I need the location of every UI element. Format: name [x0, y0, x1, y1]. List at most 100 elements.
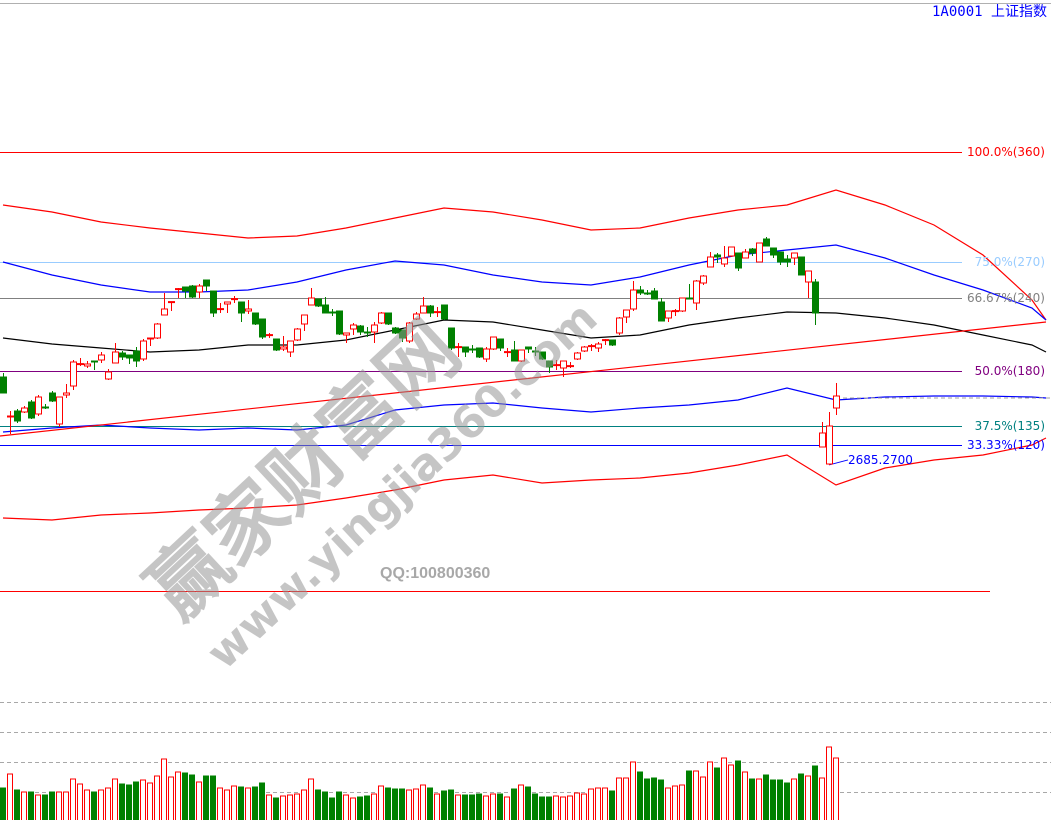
- volume-bar-down: [357, 796, 363, 820]
- lower-envelope-line: [2, 437, 1047, 521]
- volume-bar-down: [336, 791, 342, 820]
- volume-bar-down: [392, 788, 398, 820]
- candle-up: [665, 310, 672, 319]
- candle-up: [175, 288, 182, 291]
- candle-up: [371, 324, 378, 333]
- candle-up: [434, 311, 441, 314]
- volume-bar-up: [434, 793, 440, 820]
- volume-bar-down: [448, 789, 454, 820]
- level-label: 100.0%(360): [966, 145, 1045, 159]
- candle-up: [161, 308, 168, 316]
- volume-bar-up: [217, 787, 223, 820]
- volume-bar-up: [833, 757, 839, 820]
- candle-up: [455, 346, 462, 349]
- candle-down: [238, 301, 245, 314]
- candle-up: [707, 256, 714, 268]
- candle-down: [189, 285, 196, 298]
- candle-up: [266, 334, 273, 337]
- candle-up: [308, 297, 315, 306]
- volume-bar-up: [378, 785, 384, 820]
- candle-down: [357, 325, 364, 333]
- volume-bars[interactable]: [0, 746, 839, 820]
- candle-down: [259, 318, 266, 338]
- candle-down: [511, 349, 518, 362]
- volume-bar-down: [539, 796, 545, 820]
- candle-up: [518, 349, 525, 362]
- candle-up: [567, 365, 574, 368]
- candle-up: [560, 360, 567, 369]
- candle-up: [833, 395, 840, 409]
- volume-bar-down: [49, 791, 55, 820]
- volume-bar-down: [273, 797, 279, 820]
- volume-bar-down: [203, 775, 209, 820]
- candle-up: [742, 251, 749, 259]
- volume-bar-down: [462, 794, 468, 820]
- volume-bar-up: [294, 793, 300, 820]
- volume-bar-up: [154, 775, 160, 820]
- volume-bar-down: [28, 791, 34, 820]
- volume-bar-up: [287, 794, 293, 820]
- candle-up: [581, 346, 588, 352]
- candle-down: [252, 312, 259, 325]
- volume-bar-down: [133, 781, 139, 820]
- candle-down: [644, 292, 651, 295]
- volume-bar-down: [42, 794, 48, 820]
- volume-bar-up: [728, 764, 734, 820]
- candle-up: [574, 352, 581, 360]
- candle-down: [28, 401, 35, 419]
- candle-down: [315, 298, 322, 307]
- volume-bar-down: [238, 786, 244, 820]
- volume-bar-up: [483, 795, 489, 820]
- volume-bar-up: [693, 770, 699, 820]
- candle-down: [469, 348, 476, 351]
- candle-up: [56, 396, 63, 425]
- candle-down: [14, 410, 21, 422]
- volume-bar-up: [595, 787, 601, 820]
- volume-bar-up: [567, 795, 573, 820]
- candle-up: [483, 348, 490, 360]
- volume-bar-up: [147, 782, 153, 820]
- volume-bar-up: [805, 775, 811, 820]
- volume-bar-down: [749, 778, 755, 820]
- candle-up: [105, 371, 112, 380]
- volume-bar-up: [574, 792, 580, 820]
- candlesticks[interactable]: [0, 237, 840, 465]
- volume-bar-up: [56, 791, 62, 820]
- candle-up: [343, 332, 350, 336]
- volume-bar-up: [161, 758, 167, 820]
- volume-bar-up: [490, 793, 496, 820]
- volume-bar-up: [77, 783, 83, 820]
- volume-bar-down: [385, 787, 391, 820]
- candle-down: [441, 304, 448, 320]
- volume-bar-down: [252, 786, 258, 820]
- level-label: 33.33%(120): [966, 438, 1045, 452]
- candle-up: [791, 252, 798, 259]
- candle-down: [427, 305, 434, 314]
- candle-up: [154, 323, 161, 339]
- candle-down: [532, 350, 539, 353]
- candle-up: [504, 351, 511, 354]
- volume-bar-up: [623, 777, 629, 820]
- volume-bar-down: [784, 782, 790, 820]
- volume-bar-down: [322, 791, 328, 820]
- volume-bar-up: [21, 791, 27, 820]
- volume-bar-up: [560, 796, 566, 820]
- volume-bar-down: [469, 794, 475, 820]
- candle-down: [637, 289, 644, 294]
- volume-bar-down: [399, 788, 405, 820]
- volume-bar-down: [770, 779, 776, 820]
- candle-up: [301, 314, 308, 325]
- volume-bar-down: [14, 789, 20, 820]
- candle-up: [693, 280, 700, 304]
- candle-up: [294, 328, 301, 341]
- candle-down: [133, 350, 140, 362]
- volume-bar-up: [616, 777, 622, 820]
- upper-band-line: [2, 244, 1047, 321]
- volume-bar-up: [84, 789, 90, 820]
- volume-bar-down: [546, 796, 552, 820]
- candle-down: [392, 327, 399, 334]
- volume-bar-down: [315, 789, 321, 820]
- volume-bar-down: [91, 791, 97, 820]
- candle-up: [630, 289, 637, 310]
